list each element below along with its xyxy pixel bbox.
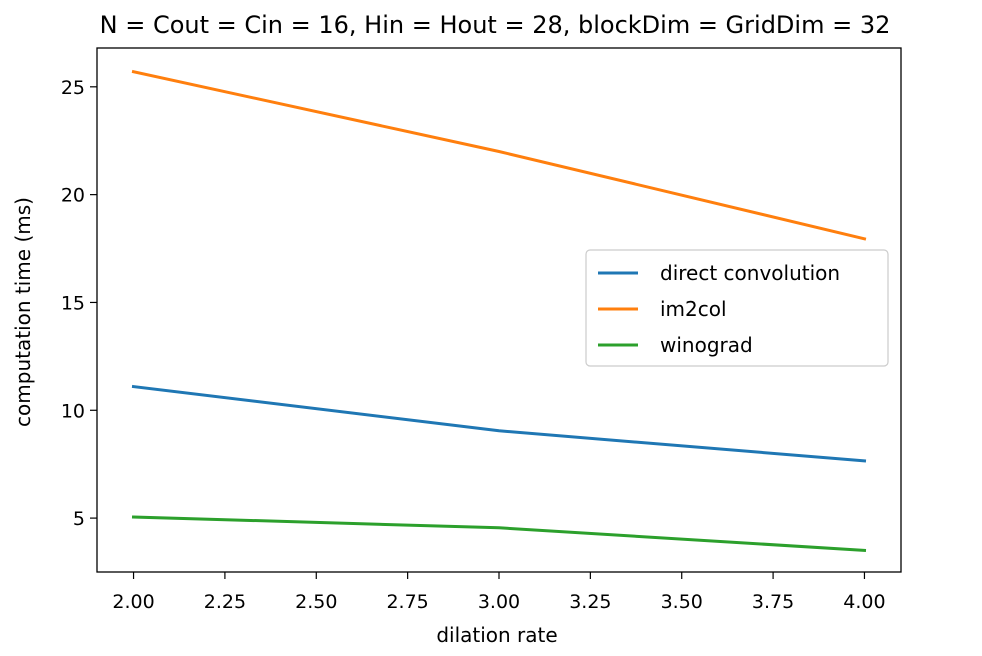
legend: direct convolution im2col winograd: [585, 249, 889, 367]
y-tick-label: 5: [73, 508, 85, 530]
y-tick-label: 25: [61, 77, 85, 99]
legend-label-1: im2col: [660, 297, 727, 321]
series-line-1: [131, 69, 867, 241]
x-tick-label: 3.00: [478, 591, 520, 613]
x-axis-label: dilation rate: [436, 623, 557, 647]
x-tick-label: 3.75: [752, 591, 794, 613]
x-tick-label: 4.00: [843, 591, 885, 613]
y-tick-label: 15: [61, 292, 85, 314]
chart-title: N = Cout = Cin = 16, Hin = Hout = 28, bl…: [100, 11, 891, 39]
x-axis: 2.00 2.25 2.50 2.75 3.00 3.25 3.50 3.75 4.00: [112, 572, 886, 613]
y-axis-label: computation time (ms): [11, 197, 35, 427]
y-tick-label: 20: [61, 185, 85, 207]
x-tick-label: 2.75: [386, 591, 428, 613]
x-tick-label: 3.25: [569, 591, 611, 613]
x-tick-label: 3.50: [661, 591, 703, 613]
legend-label-0: direct convolution: [660, 261, 840, 285]
series-line-0: [131, 384, 867, 463]
y-axis: 5 10 15 20 25: [61, 77, 97, 530]
series-line-2: [131, 515, 867, 552]
x-tick-label: 2.00: [112, 591, 154, 613]
legend-box: [585, 249, 889, 367]
x-tick-label: 2.50: [295, 591, 337, 613]
x-tick-label: 2.25: [204, 591, 246, 613]
y-tick-label: 10: [61, 400, 85, 422]
plot-area: [131, 69, 867, 552]
legend-label-2: winograd: [660, 333, 753, 357]
